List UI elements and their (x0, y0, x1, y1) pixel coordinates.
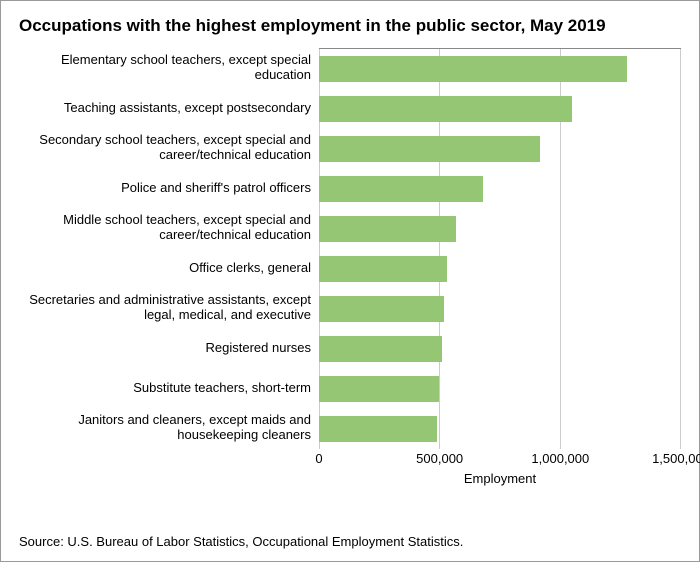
category-label: Secretaries and administrative assistant… (19, 288, 319, 328)
bar-slot (319, 49, 680, 89)
source-text: Source: U.S. Bureau of Labor Statistics,… (19, 534, 463, 549)
chart-area: Elementary school teachers, except speci… (19, 48, 681, 486)
x-tick-label: 500,000 (416, 451, 463, 466)
bars-group (319, 49, 680, 449)
bar (319, 336, 442, 362)
bar-slot (319, 129, 680, 169)
bar (319, 416, 437, 442)
bar-slot (319, 169, 680, 209)
bar (319, 176, 483, 202)
bar (319, 296, 444, 322)
chart-title: Occupations with the highest employment … (19, 15, 681, 36)
category-label: Secondary school teachers, except specia… (19, 128, 319, 168)
x-tick-labels: 0500,0001,000,0001,500,000 (319, 449, 681, 467)
category-label: Janitors and cleaners, except maids and … (19, 408, 319, 448)
bar-slot (319, 89, 680, 129)
bar-slot (319, 209, 680, 249)
bar (319, 56, 627, 82)
plot-region (319, 48, 681, 449)
bar-slot (319, 329, 680, 369)
x-axis: 0500,0001,000,0001,500,000 (19, 449, 681, 467)
category-label: Registered nurses (19, 328, 319, 368)
x-axis-label-row: Employment (19, 471, 681, 486)
bar-slot (319, 249, 680, 289)
bar (319, 96, 572, 122)
chart-container: Occupations with the highest employment … (0, 0, 700, 562)
bar (319, 216, 456, 242)
category-label: Police and sheriff's patrol officers (19, 168, 319, 208)
category-label: Teaching assistants, except postsecondar… (19, 88, 319, 128)
bar-slot (319, 409, 680, 449)
bar-slot (319, 289, 680, 329)
gridline (680, 49, 681, 449)
category-label: Office clerks, general (19, 248, 319, 288)
x-tick-label: 0 (315, 451, 322, 466)
bar (319, 376, 439, 402)
x-axis-label: Employment (319, 471, 681, 486)
y-axis-labels: Elementary school teachers, except speci… (19, 48, 319, 449)
bar (319, 136, 540, 162)
x-tick-label: 1,500,000 (652, 451, 700, 466)
bar (319, 256, 447, 282)
category-label: Substitute teachers, short-term (19, 368, 319, 408)
bar-slot (319, 369, 680, 409)
category-label: Middle school teachers, except special a… (19, 208, 319, 248)
plot-row: Elementary school teachers, except speci… (19, 48, 681, 449)
x-tick-label: 1,000,000 (531, 451, 589, 466)
category-label: Elementary school teachers, except speci… (19, 48, 319, 88)
